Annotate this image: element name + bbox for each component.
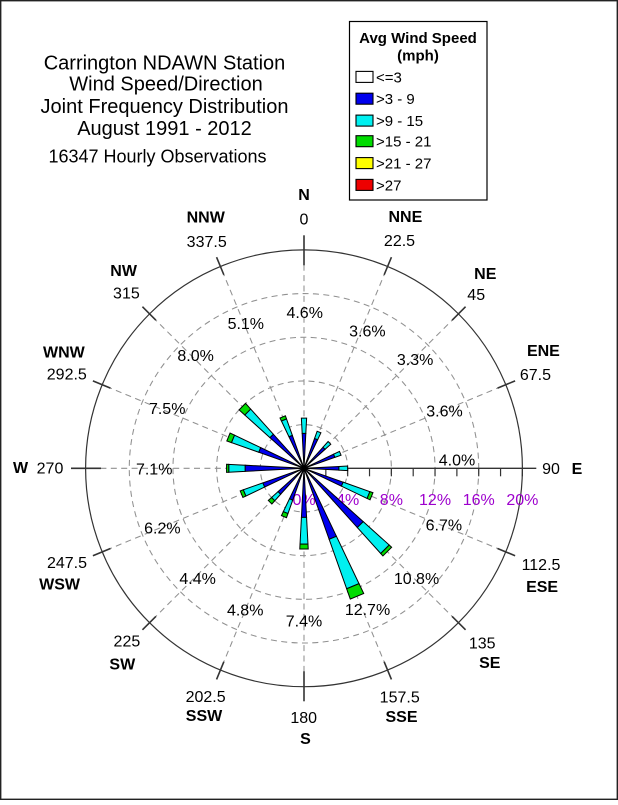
svg-text:SW: SW	[109, 657, 136, 674]
svg-text:7.1%: 7.1%	[136, 461, 172, 478]
svg-text:7.5%: 7.5%	[149, 401, 185, 418]
svg-text:247.5: 247.5	[47, 555, 87, 572]
svg-text:>3 - 9: >3 - 9	[376, 91, 415, 108]
svg-text:August 1991 - 2012: August 1991 - 2012	[77, 118, 252, 140]
svg-text:Joint Frequency Distribution: Joint Frequency Distribution	[41, 96, 289, 118]
svg-text:E: E	[572, 461, 583, 478]
svg-text:6.2%: 6.2%	[144, 520, 180, 537]
svg-text:N: N	[298, 187, 310, 204]
svg-text:180: 180	[290, 710, 317, 727]
svg-text:>27: >27	[376, 177, 401, 194]
svg-text:WSW: WSW	[39, 576, 81, 593]
svg-text:16%: 16%	[463, 492, 495, 509]
svg-text:>9 - 15: >9 - 15	[376, 113, 423, 130]
svg-text:20%: 20%	[506, 492, 538, 509]
svg-text:337.5: 337.5	[187, 234, 227, 251]
svg-text:8.0%: 8.0%	[177, 348, 213, 365]
svg-text:4.4%: 4.4%	[179, 571, 215, 588]
svg-text:W: W	[13, 460, 29, 477]
svg-text:ENE: ENE	[527, 343, 560, 360]
svg-text:22.5: 22.5	[384, 233, 415, 250]
svg-text:SE: SE	[479, 655, 501, 672]
svg-text:4.0%: 4.0%	[439, 453, 475, 470]
svg-text:SSW: SSW	[186, 708, 223, 725]
svg-text:67.5: 67.5	[520, 367, 551, 384]
svg-text:NNW: NNW	[187, 209, 226, 226]
svg-text:SSE: SSE	[385, 709, 417, 726]
svg-text:12.7%: 12.7%	[345, 602, 390, 619]
svg-text:3.6%: 3.6%	[426, 404, 462, 421]
svg-text:WNW: WNW	[43, 345, 86, 362]
svg-text:Wind Speed/Direction: Wind Speed/Direction	[69, 73, 262, 95]
svg-text:NE: NE	[474, 266, 497, 283]
svg-text:7.4%: 7.4%	[286, 614, 322, 631]
svg-text:NW: NW	[110, 263, 138, 280]
svg-text:45: 45	[467, 287, 485, 304]
svg-text:4.8%: 4.8%	[227, 602, 263, 619]
svg-text:270: 270	[37, 460, 64, 477]
svg-text:315: 315	[113, 285, 140, 302]
svg-text:12%: 12%	[419, 492, 451, 509]
svg-text:225: 225	[114, 633, 141, 650]
svg-text:Avg Wind Speed: Avg Wind Speed	[359, 30, 477, 47]
svg-text:Carrington NDAWN Station: Carrington NDAWN Station	[44, 52, 286, 74]
svg-text:292.5: 292.5	[47, 366, 87, 383]
svg-text:157.5: 157.5	[380, 689, 420, 706]
svg-text:6.7%: 6.7%	[426, 517, 462, 534]
svg-text:<=3: <=3	[376, 69, 402, 86]
svg-text:5.1%: 5.1%	[228, 316, 264, 333]
svg-text:S: S	[300, 731, 311, 748]
svg-text:(mph): (mph)	[397, 48, 439, 65]
svg-text:10.8%: 10.8%	[394, 571, 439, 588]
svg-text:8%: 8%	[380, 492, 403, 509]
svg-text:4.6%: 4.6%	[286, 305, 322, 322]
svg-text:90: 90	[542, 461, 560, 478]
svg-text:>21 - 27: >21 - 27	[376, 156, 431, 173]
svg-text:3.6%: 3.6%	[349, 324, 385, 341]
svg-text:ESE: ESE	[526, 579, 558, 596]
svg-text:NNE: NNE	[389, 209, 423, 226]
svg-text:135: 135	[469, 635, 496, 652]
svg-text:0: 0	[300, 211, 309, 228]
svg-text:112.5: 112.5	[522, 557, 561, 574]
svg-text:202.5: 202.5	[186, 689, 226, 706]
svg-text:>15 - 21: >15 - 21	[376, 134, 431, 151]
svg-text:16347 Hourly Observations: 16347 Hourly Observations	[48, 147, 266, 167]
svg-text:3.3%: 3.3%	[397, 352, 433, 369]
